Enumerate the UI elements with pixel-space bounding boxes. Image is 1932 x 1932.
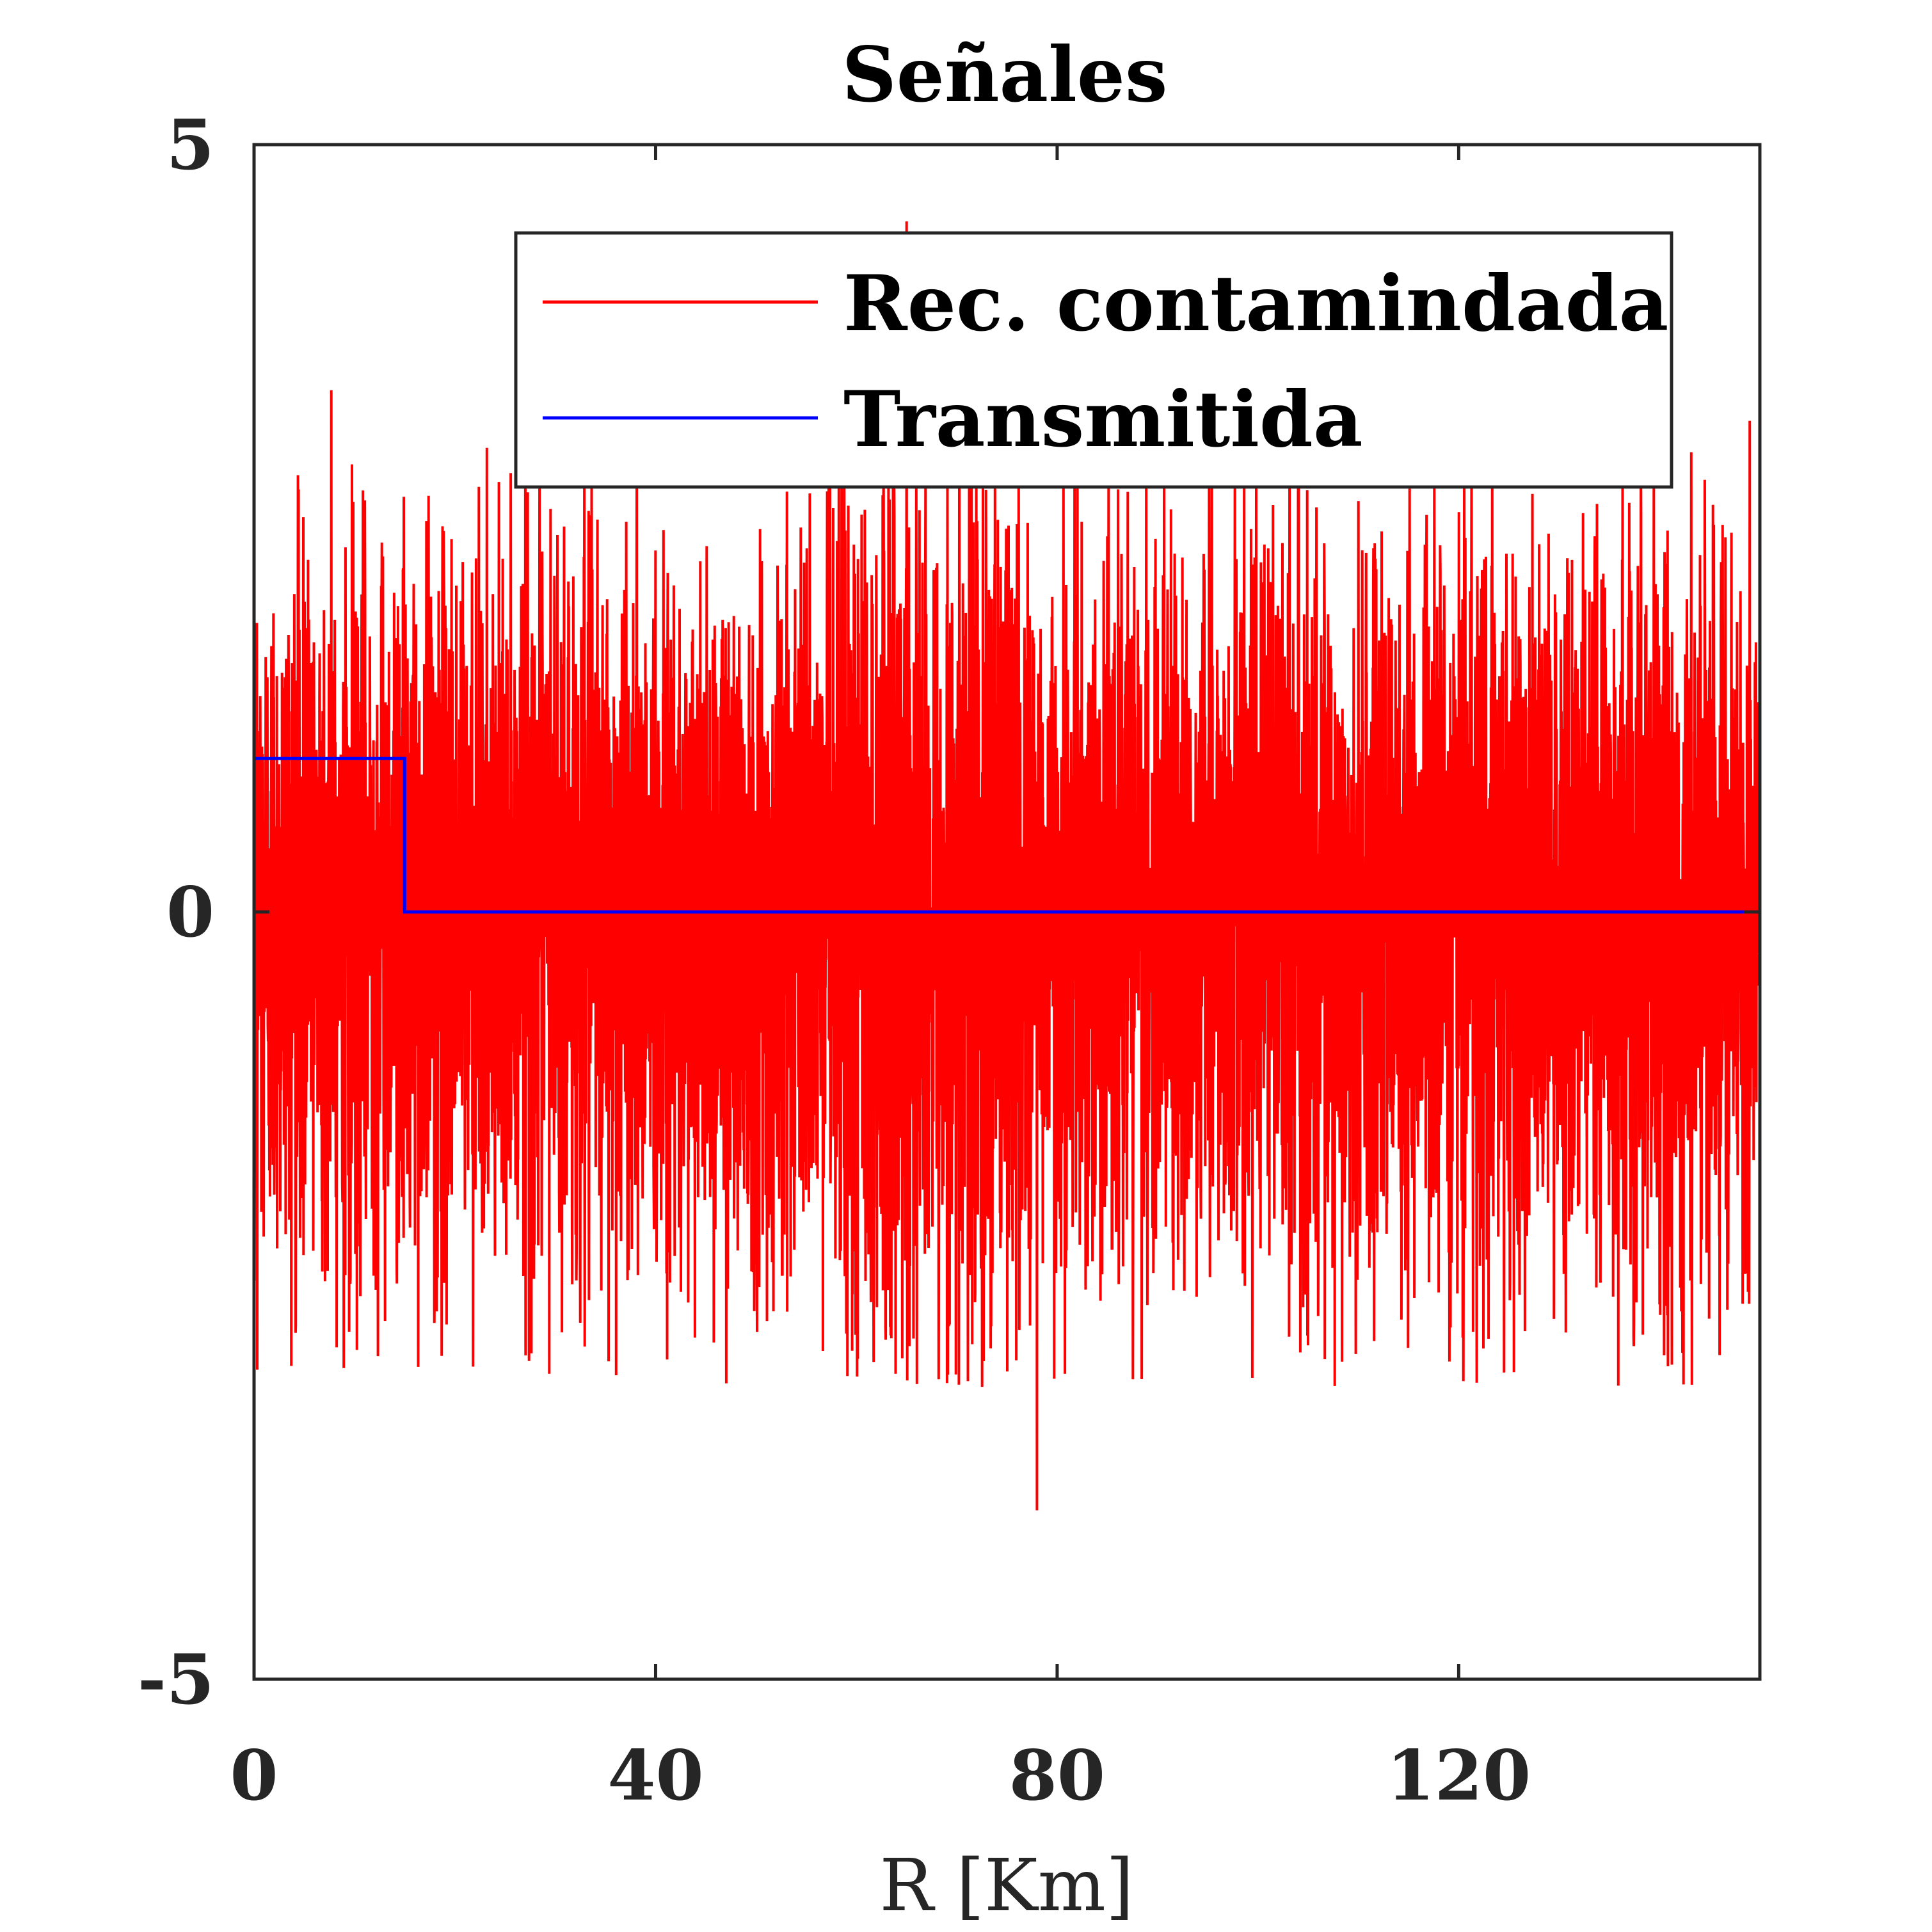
x-tick-label: 120: [1387, 1736, 1531, 1816]
x-tick-label: 80: [1009, 1736, 1105, 1816]
series-transmitida: [254, 756, 1760, 914]
y-tick-label: 5: [166, 105, 214, 186]
legend-box: [514, 231, 1673, 489]
legend-label-rec-contaminada: Rec. contamindada: [843, 259, 1668, 349]
legend: Rec. contamindada Transmitida: [514, 231, 1673, 489]
chart-title: Señales: [842, 30, 1168, 119]
y-tick-label: 0: [166, 872, 214, 953]
plot-area: [254, 221, 1760, 1511]
y-tick-label: -5: [138, 1640, 214, 1720]
x-tick-label: 0: [230, 1736, 278, 1816]
legend-label-transmitida: Transmitida: [843, 374, 1363, 465]
series-rec-contaminada: [254, 221, 1760, 1511]
series-line-transmitida: [254, 756, 1760, 914]
x-tick-label: 40: [607, 1736, 703, 1816]
axis-ticks: 0 40 80 120-505: [138, 105, 1760, 1816]
series-line-rec-contaminada: [254, 221, 1760, 1511]
x-axis-label: R [Km]: [879, 1844, 1133, 1928]
